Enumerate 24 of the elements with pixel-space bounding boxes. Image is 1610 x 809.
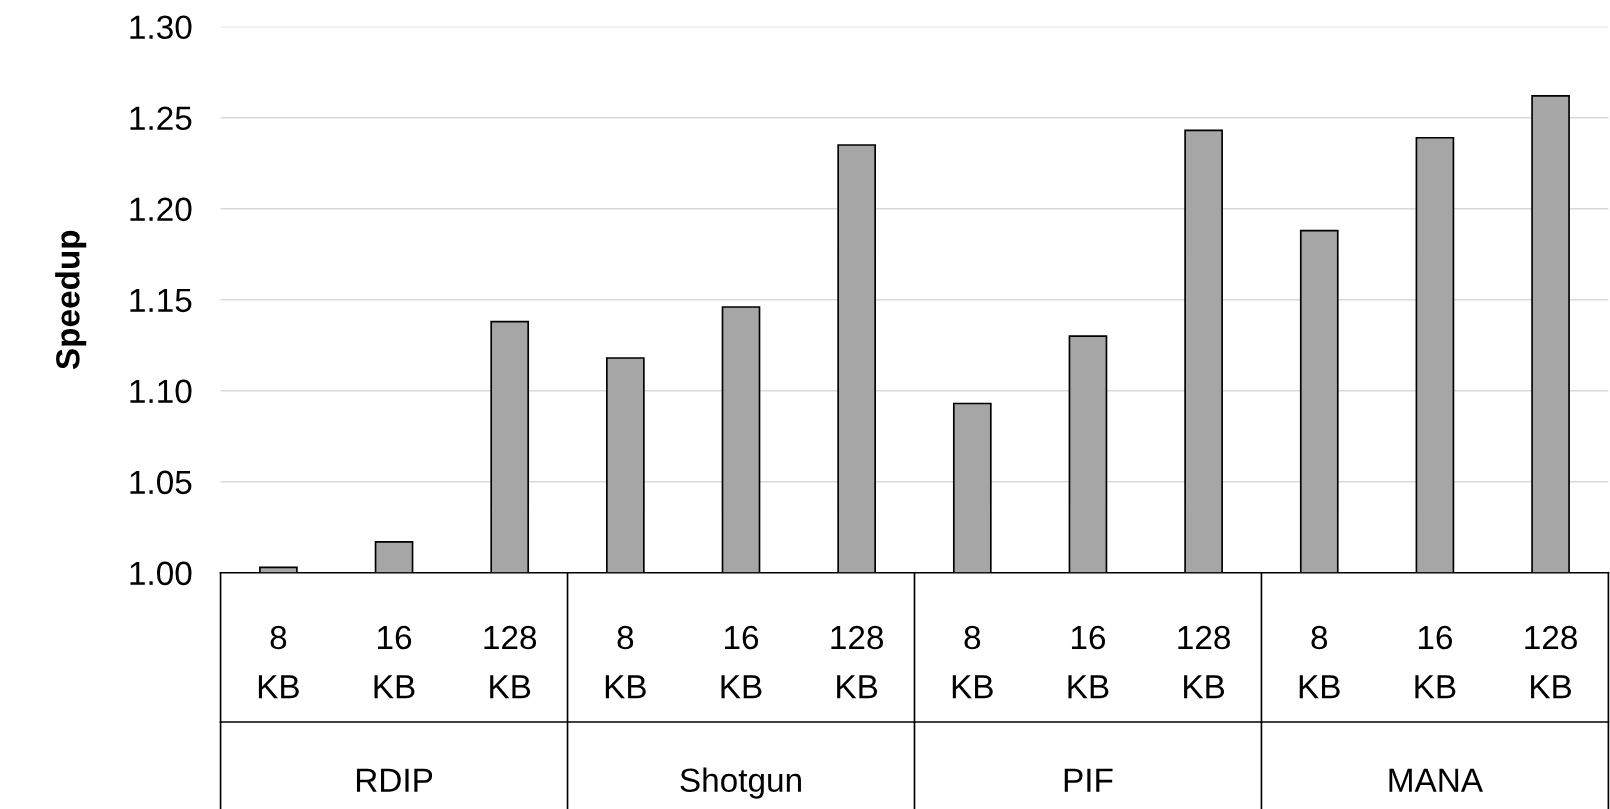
y-tick-label: 1.10: [130, 379, 192, 404]
y-axis-title: Speedup: [55, 230, 87, 370]
y-tick-label: 1.25: [130, 106, 192, 131]
text: Shotgun: [680, 767, 801, 799]
x-tick-label: 16 KB: [374, 625, 415, 699]
x-tick-label: 8 KB: [605, 625, 646, 699]
text: RDIP: [356, 768, 433, 792]
y-tick-label: 1.30: [130, 15, 192, 40]
x-tick-label: 8 KB: [258, 625, 299, 699]
x-tick-label: 8 KB: [952, 625, 993, 699]
x-tick-label: 16 KB: [721, 625, 762, 699]
x-tick-label: 16 KB: [1415, 625, 1456, 699]
y-tick-label: 1.00: [130, 561, 192, 586]
text: PIF: [1064, 768, 1113, 792]
y-tick-label: 1.05: [130, 470, 192, 495]
x-tick-label: 128 KB: [831, 625, 884, 699]
x-tick-label: 8 KB: [1299, 625, 1340, 699]
x-tick-label: 128 KB: [1525, 625, 1577, 699]
x-tick-label: 16 KB: [1068, 625, 1109, 699]
x-tick-label: 128 KB: [484, 625, 537, 699]
text: MANA: [1389, 768, 1483, 792]
y-tick-label: 1.15: [130, 288, 192, 313]
y-tick-label: 1.20: [130, 197, 192, 222]
x-tick-label: 128 KB: [1178, 625, 1230, 699]
